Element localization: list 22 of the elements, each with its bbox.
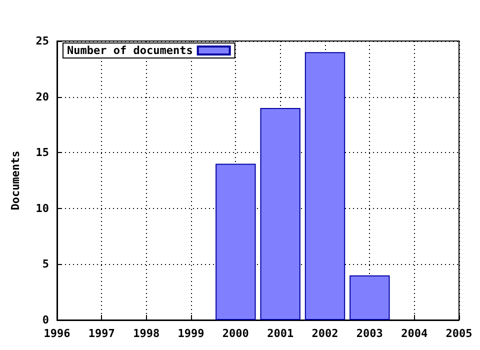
x-tick-label: 2005	[446, 327, 472, 340]
y-tick-label: 0	[42, 314, 49, 326]
bar	[260, 108, 300, 320]
y-tick-label: 25	[36, 34, 49, 48]
x-tick-label: 2000	[222, 327, 249, 340]
bar	[304, 52, 346, 320]
x-tick-label: 1998	[133, 327, 160, 340]
x-tick-label: 1996	[44, 327, 71, 340]
x-tick-label: 1997	[88, 327, 115, 340]
x-tick-label: 2004	[401, 327, 428, 340]
x-tick-label: 2002	[312, 327, 338, 340]
x-tick-label: 2001	[267, 327, 294, 340]
y-axis-title: Documents	[9, 150, 22, 210]
y-tick-label: 10	[36, 202, 49, 215]
bar	[350, 275, 390, 320]
legend-label: Number of documents	[66, 44, 193, 57]
x-tick-label: 1999	[178, 327, 204, 340]
y-tick-label: 20	[36, 90, 49, 104]
y-tick-label: 15	[36, 146, 49, 160]
x-tick-label: 2003	[356, 327, 383, 340]
y-tick-label: 5	[42, 258, 49, 271]
bar	[216, 164, 256, 320]
